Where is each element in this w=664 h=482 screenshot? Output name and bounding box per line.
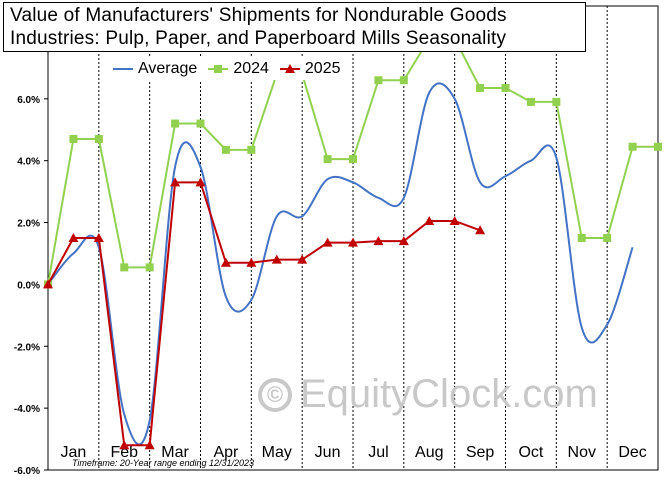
x-tick-label: Jul — [368, 444, 388, 461]
data-point-2024 — [171, 119, 180, 128]
y-tick-label: 2.0% — [17, 219, 40, 230]
x-axis: Jan Feb Mar Apr May Jun Jul Aug Sep Oct Nov Dec — [61, 444, 647, 461]
y-tick-label: 4.0% — [17, 157, 40, 168]
timeframe-note: Timeframe: 20-Year range ending 12/31/20… — [72, 458, 255, 468]
legend-label-2025: 2025 — [304, 60, 341, 77]
data-point-2024 — [323, 155, 332, 164]
data-point-2024 — [94, 135, 103, 144]
data-point-2024 — [526, 97, 535, 106]
x-tick-label: Feb — [110, 444, 138, 461]
x-tick-label: Oct — [518, 444, 543, 461]
watermark-text: EquityClock.com — [300, 372, 598, 416]
data-point-2024 — [247, 145, 256, 154]
x-tick-label: Apr — [213, 444, 239, 461]
data-point-2025 — [43, 279, 53, 289]
legend: Average 2024 2025 — [112, 58, 341, 80]
legend-swatch-2024 — [208, 65, 229, 73]
legend-label-2024: 2024 — [233, 60, 269, 77]
data-point-2025 — [373, 236, 384, 246]
y-tick-label: -4.0% — [14, 404, 40, 415]
x-tick-label: Nov — [568, 444, 596, 461]
data-point-2024 — [628, 142, 637, 151]
y-tick-label: -2.0% — [14, 342, 40, 353]
data-point-2024 — [120, 263, 129, 272]
data-point-2024 — [196, 119, 205, 128]
series-line-2025 — [47, 181, 481, 447]
data-point-2025 — [322, 237, 333, 247]
legend-swatch-2025 — [279, 64, 300, 73]
y-tick-label: 0.0% — [17, 280, 40, 291]
data-point-2024 — [349, 155, 357, 164]
chart-title: Value of Manufacturers' Shipments for No… — [3, 2, 586, 52]
data-point-2025 — [144, 440, 155, 450]
data-point-2024 — [374, 76, 383, 85]
data-point-2025 — [119, 440, 130, 450]
title-line-1: Value of Manufacturers' Shipments for No… — [10, 5, 507, 26]
data-point-2024 — [654, 142, 662, 151]
y-axis: -6.0%-4.0%-2.0%0.0%2.0%4.0%6.0%8.0% — [14, 33, 48, 477]
x-tick-label: Jan — [61, 444, 87, 461]
data-point-2024 — [69, 135, 78, 144]
x-tick-label: Dec — [618, 444, 646, 461]
x-tick-label: May — [262, 444, 292, 461]
copyright-icon: © — [258, 377, 292, 412]
legend-item-2025: 2025 — [279, 60, 341, 78]
legend-item-average: Average — [112, 60, 197, 78]
data-point-2025 — [475, 225, 486, 235]
data-point-2024 — [221, 145, 230, 154]
data-point-2025 — [93, 233, 104, 242]
data-point-2024 — [577, 234, 586, 242]
data-point-2025 — [246, 257, 257, 267]
watermark: © EquityClock.com — [258, 372, 598, 417]
data-point-2025 — [297, 254, 308, 264]
data-point-2025 — [271, 254, 282, 264]
data-point-2025 — [449, 215, 460, 225]
legend-item-2024: 2024 — [207, 60, 269, 78]
data-point-2025 — [195, 177, 206, 187]
data-point-2025 — [348, 237, 358, 247]
data-point-2025 — [220, 257, 231, 267]
y-tick-label: 6.0% — [17, 95, 40, 106]
data-point-2024 — [603, 234, 612, 242]
data-point-2024 — [501, 83, 510, 92]
title-line-2: Industries: Pulp, Paper, and Paperboard … — [10, 28, 507, 49]
data-point-2024 — [145, 263, 154, 272]
legend-swatch-average — [113, 68, 133, 70]
data-point-2025 — [424, 215, 435, 225]
x-tick-label: Jun — [315, 444, 341, 461]
y-tick-label: -6.0% — [14, 466, 40, 477]
data-point-2025 — [398, 236, 409, 246]
x-tick-label: Sep — [466, 444, 495, 461]
legend-label-average: Average — [138, 60, 198, 77]
data-point-2024 — [552, 97, 561, 106]
data-point-2024 — [476, 83, 485, 92]
series-line-average — [47, 82, 634, 446]
data-point-2024 — [399, 76, 408, 85]
x-tick-label: Mar — [161, 444, 189, 461]
data-point-2025 — [68, 233, 79, 242]
x-tick-label: Aug — [415, 444, 443, 461]
data-point-2025 — [170, 177, 181, 187]
